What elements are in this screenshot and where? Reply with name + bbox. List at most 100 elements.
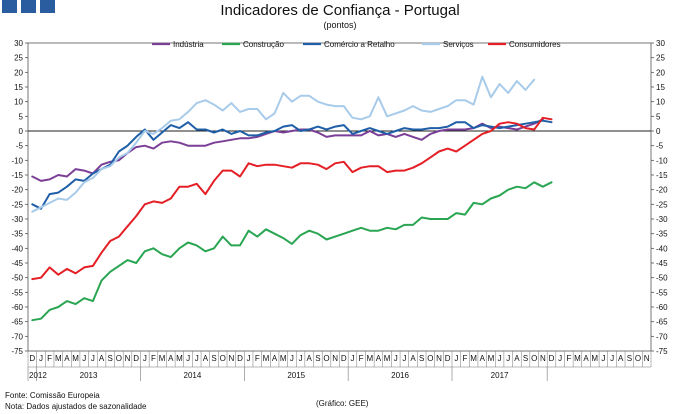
- month-label: J: [290, 354, 294, 363]
- legend-label: Comércio a Retalho: [324, 40, 395, 49]
- chart-title: Indicadores de Confiança - Portugal: [220, 2, 460, 19]
- month-label: D: [445, 354, 451, 363]
- month-label: S: [523, 354, 528, 363]
- y-tick-label-right: -55: [656, 288, 668, 297]
- month-label: M: [55, 354, 62, 363]
- year-label: 2012: [29, 371, 47, 380]
- month-label: O: [531, 354, 537, 363]
- month-label: N: [436, 354, 442, 363]
- month-label: A: [99, 354, 105, 363]
- month-label: M: [591, 354, 598, 363]
- month-label: A: [410, 354, 416, 363]
- legend-label: Serviços: [443, 40, 474, 49]
- y-tick-label-right: 25: [656, 54, 665, 63]
- y-tick-label-right: -40: [656, 244, 668, 253]
- month-label: D: [133, 354, 139, 363]
- month-label: M: [159, 354, 166, 363]
- y-tick-label-left: -40: [11, 244, 23, 253]
- chart-credit: (Gráfico: GEE): [316, 399, 369, 408]
- y-tick-label-right: -20: [656, 186, 668, 195]
- month-label: M: [176, 354, 183, 363]
- seasonal-adjustment-note: Nota: Dados ajustados de sazonalidade: [5, 402, 147, 411]
- series-line-constru-o: [31, 181, 553, 322]
- y-tick-label-left: 10: [14, 98, 23, 107]
- y-tick-label-right: 0: [656, 127, 661, 136]
- source-note: Fonte: Comissão Europeia: [5, 391, 100, 400]
- brand-logo-block-1: [2, 0, 17, 13]
- month-label: J: [610, 354, 614, 363]
- year-label: 2014: [184, 371, 202, 380]
- series-line-ind-stria: [31, 118, 544, 182]
- month-label: J: [195, 354, 199, 363]
- y-tick-label-right: 30: [656, 39, 665, 48]
- series-line-consumidores: [31, 116, 553, 281]
- y-tick-label-left: -70: [11, 332, 23, 341]
- y-tick-label-right: 20: [656, 68, 665, 77]
- chart-subtitle: (pontos): [323, 20, 357, 30]
- month-label: J: [558, 354, 562, 363]
- y-tick-label-left: -30: [11, 215, 23, 224]
- y-tick-label-right: 10: [656, 98, 665, 107]
- month-label: M: [366, 354, 373, 363]
- y-tick-label-left: -75: [11, 347, 23, 356]
- y-tick-label-right: -5: [656, 142, 664, 151]
- y-tick-label-right: 5: [656, 112, 661, 121]
- series-line-servi-os: [31, 75, 536, 213]
- month-label: S: [627, 354, 632, 363]
- y-tick-label-left: -35: [11, 230, 23, 239]
- month-label: A: [203, 354, 209, 363]
- month-label: F: [255, 354, 260, 363]
- month-label: M: [280, 354, 287, 363]
- legend-label: Construção: [243, 40, 284, 49]
- y-tick-label-left: -65: [11, 318, 23, 327]
- y-tick-label-left: -45: [11, 259, 23, 268]
- month-label: A: [64, 354, 70, 363]
- month-label: N: [228, 354, 234, 363]
- month-label: A: [618, 354, 624, 363]
- y-tick-label-left: -60: [11, 303, 23, 312]
- year-label: 2015: [287, 371, 305, 380]
- month-label: N: [644, 354, 650, 363]
- y-tick-label-left: -50: [11, 274, 23, 283]
- month-label: J: [247, 354, 251, 363]
- month-label: J: [91, 354, 95, 363]
- month-label: M: [488, 354, 495, 363]
- plot-frame: [27, 42, 652, 352]
- month-label: F: [359, 354, 364, 363]
- y-tick-label-left: 20: [14, 68, 23, 77]
- month-label: O: [116, 354, 122, 363]
- month-label: M: [263, 354, 270, 363]
- y-tick-label-right: -35: [656, 230, 668, 239]
- y-tick-label-right: -75: [656, 347, 668, 356]
- month-label: D: [341, 354, 347, 363]
- month-label: F: [47, 354, 52, 363]
- year-label: 2016: [391, 371, 409, 380]
- month-label: N: [540, 354, 546, 363]
- y-tick-label-right: -10: [656, 156, 668, 165]
- month-label: M: [72, 354, 79, 363]
- month-label: J: [186, 354, 190, 363]
- month-label: S: [419, 354, 424, 363]
- month-label: S: [108, 354, 113, 363]
- month-label: J: [498, 354, 502, 363]
- month-label: J: [394, 354, 398, 363]
- month-label: N: [332, 354, 338, 363]
- month-label: A: [514, 354, 520, 363]
- y-tick-label-left: 25: [14, 54, 23, 63]
- month-label: J: [299, 354, 303, 363]
- y-tick-label-right: -70: [656, 332, 668, 341]
- month-label: S: [211, 354, 216, 363]
- month-label: A: [307, 354, 313, 363]
- month-label: O: [635, 354, 641, 363]
- month-label: J: [506, 354, 510, 363]
- month-label: J: [39, 354, 43, 363]
- month-label: S: [315, 354, 320, 363]
- month-label: J: [601, 354, 605, 363]
- brand-logo-block-3: [40, 0, 55, 13]
- y-tick-label-left: -55: [11, 288, 23, 297]
- month-label: O: [427, 354, 433, 363]
- y-tick-label-left: 15: [14, 83, 23, 92]
- month-label: J: [454, 354, 458, 363]
- y-tick-label-right: -50: [656, 274, 668, 283]
